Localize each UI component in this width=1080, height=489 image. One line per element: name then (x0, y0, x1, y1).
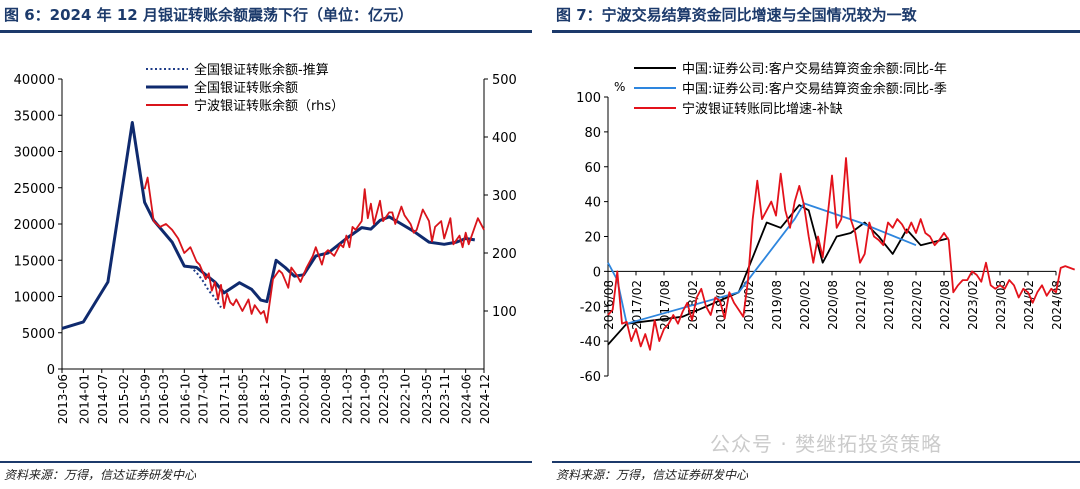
figure-7-source-rule (552, 461, 1080, 463)
legend-label: 中国:证券公司:客户交易结算资金余额:同比-年 (682, 61, 947, 77)
y-tick-label: -40 (580, 335, 601, 350)
x-tick-label: 2018-05 (236, 374, 250, 424)
figure-7-title-rule (552, 30, 1080, 33)
x-tick-label: 2016/08 (602, 280, 616, 330)
series-line (61, 121, 476, 330)
figure-6-chart: 0 5000 10000 15000 20000 25000 30000 35000 40000… (14, 62, 517, 424)
x-tick-label: 2019-07 (279, 374, 293, 424)
figure-6-source: 资料来源：万得，信达证券研发中心 (4, 468, 197, 482)
figure-7-chart: -60 -40 -20 0 20 40 60 80 100 2016/08 2017/02 2017/… (576, 61, 1076, 385)
figure-7-panel: 图 7：宁波交易结算资金同比增速与全国情况较为一致 -60 -40 -20 0 20 40… (552, 0, 1080, 489)
y2-tick-label: 200 (492, 247, 517, 262)
x-tick-label: 2022-03 (377, 374, 391, 424)
x-tick-label: 2020/02 (798, 280, 812, 330)
x-tick-label: 2018-12 (258, 374, 272, 424)
x-tick-label: 2014-07 (96, 374, 110, 424)
x-tick-label: 2013-06 (56, 374, 70, 424)
legend-label: 宁波银证转账同比增速-补缺 (682, 101, 843, 117)
x-tick-label: 2024/08 (1050, 280, 1064, 330)
y-tick-label: 40 (584, 196, 601, 211)
series-line (607, 202, 917, 325)
y-tick-label: 0 (47, 363, 55, 378)
y-tick-label: 35000 (14, 109, 55, 124)
y-tick-label: 40000 (14, 73, 55, 88)
y2-tick-label: 400 (492, 131, 517, 146)
y-tick-label: 25000 (14, 182, 55, 197)
legend-label: 全国银证转账余额-推算 (194, 62, 329, 78)
y-tick-label: 5000 (22, 327, 55, 342)
figure-6-source-rule (0, 461, 532, 463)
watermark: 公众号 · 樊继拓投资策略 (710, 432, 943, 456)
x-tick-label: 2021/08 (882, 280, 896, 330)
x-tick-label: 2024/02 (1022, 280, 1036, 330)
y-tick-label: 20000 (14, 218, 55, 233)
y2-tick-label: 500 (492, 73, 517, 88)
x-tick-label: 2023/02 (966, 280, 980, 330)
series-line (143, 176, 485, 324)
x-tick-label: 2020-08 (319, 374, 333, 424)
y-tick-label: 15000 (14, 254, 55, 269)
y-tick-label: 100 (576, 91, 601, 106)
x-tick-label: 2019/02 (742, 280, 756, 330)
series-line (189, 266, 222, 308)
x-tick-label: 2015-02 (117, 374, 131, 424)
x-tick-label: 2022/02 (910, 280, 924, 330)
x-tick-label: 2016-10 (178, 374, 192, 424)
x-tick-label: 2024-12 (478, 374, 492, 424)
y-tick-label: -20 (580, 300, 601, 315)
x-tick-label: 2021-09 (359, 374, 373, 424)
x-tick-label: 2024-06 (460, 374, 474, 424)
y2-tick-label: 300 (492, 189, 517, 204)
x-tick-label: 2023-11 (438, 374, 452, 424)
y-unit-label: % (614, 80, 625, 94)
figure-7-source: 资料来源：万得，信达证券研发中心 (556, 468, 749, 482)
y-tick-label: 0 (593, 265, 601, 280)
figure-6-title: 图 6：2024 年 12 月银证转账余额震荡下行（单位：亿元） (4, 6, 413, 24)
x-tick-label: 2022-10 (398, 374, 412, 424)
x-tick-label: 2017/02 (630, 280, 644, 330)
x-tick-label: 2021-03 (340, 374, 354, 424)
legend-label: 宁波银证转账余额（rhs） (194, 98, 344, 114)
x-tick-label: 2021/02 (854, 280, 868, 330)
series-line (607, 157, 1076, 351)
y-tick-label: 10000 (14, 291, 55, 306)
y-tick-label: -60 (580, 370, 601, 385)
y-tick-label: 20 (584, 231, 601, 246)
legend-label: 全国银证转账余额 (194, 80, 298, 96)
y2-tick-label: 100 (492, 305, 517, 320)
figure-7-title: 图 7：宁波交易结算资金同比增速与全国情况较为一致 (556, 6, 917, 24)
x-tick-label: 2023-05 (420, 374, 434, 424)
x-tick-label: 2016-03 (157, 374, 171, 424)
x-tick-label: 2015-09 (139, 374, 153, 424)
x-tick-label: 2022/08 (938, 280, 952, 330)
y-tick-label: 30000 (14, 146, 55, 161)
legend-label: 中国:证券公司:客户交易结算资金余额:同比-季 (682, 81, 947, 97)
x-tick-label: 2014-01 (77, 374, 91, 424)
x-tick-label: 2017-11 (218, 374, 232, 424)
x-tick-label: 2023/08 (994, 280, 1008, 330)
x-tick-label: 2020/08 (826, 280, 840, 330)
y-tick-label: 60 (584, 161, 601, 176)
figure-6-title-rule (0, 30, 532, 33)
x-tick-label: 2019/08 (770, 280, 784, 330)
x-tick-label: 2020-01 (298, 374, 312, 424)
figure-6-panel: 图 6：2024 年 12 月银证转账余额震荡下行（单位：亿元） 0 5000 10… (0, 0, 532, 489)
x-tick-label: 2017/08 (658, 280, 672, 330)
x-tick-label: 2017-04 (197, 374, 211, 424)
y-tick-label: 80 (584, 126, 601, 141)
